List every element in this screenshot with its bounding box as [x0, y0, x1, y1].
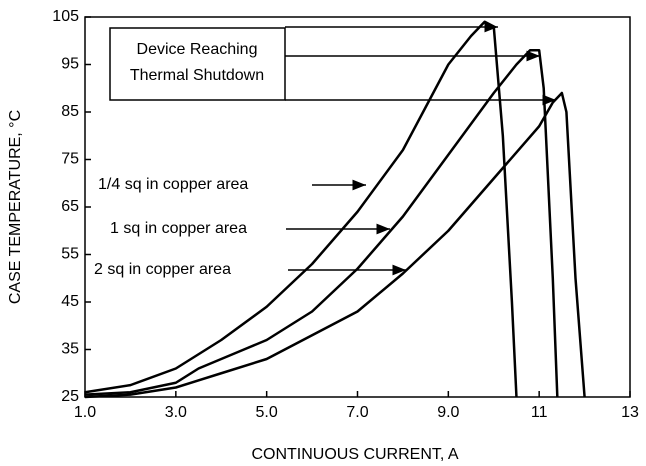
x-tick-label: 13	[621, 404, 639, 421]
y-tick-label: 25	[61, 388, 79, 405]
y-tick-label: 45	[61, 293, 79, 310]
y-tick-label: 95	[61, 56, 79, 73]
y-tick-label: 85	[61, 103, 79, 120]
y-tick-label: 65	[61, 198, 79, 215]
series-line	[84, 49, 559, 398]
series-label: 2 sq in copper area	[94, 261, 231, 278]
y-tick-label: 55	[61, 246, 79, 263]
series-line	[84, 20, 518, 398]
x-tick-label: 5.0	[256, 404, 278, 421]
series-line	[84, 91, 586, 399]
x-axis-label: CONTINUOUS CURRENT, A	[251, 446, 458, 463]
y-tick-label: 105	[52, 8, 79, 25]
y-axis-label: CASE TEMPERATURE, °C	[7, 110, 24, 304]
x-tick-label: 9.0	[437, 404, 459, 421]
x-tick-label: 7.0	[346, 404, 368, 421]
annotation-text: Device Reaching	[137, 41, 258, 58]
y-tick-label: 75	[61, 151, 79, 168]
x-tick-label: 1.0	[74, 404, 96, 421]
y-tick-label: 35	[61, 341, 79, 358]
x-tick-label: 3.0	[165, 404, 187, 421]
x-tick-label: 11	[531, 404, 548, 421]
annotation-text: Thermal Shutdown	[130, 67, 264, 84]
series-label: 1/4 sq in copper area	[98, 176, 248, 193]
annotation-arrows	[285, 21, 556, 276]
series-label: 1 sq in copper area	[110, 220, 247, 237]
annotation-box	[109, 27, 286, 101]
